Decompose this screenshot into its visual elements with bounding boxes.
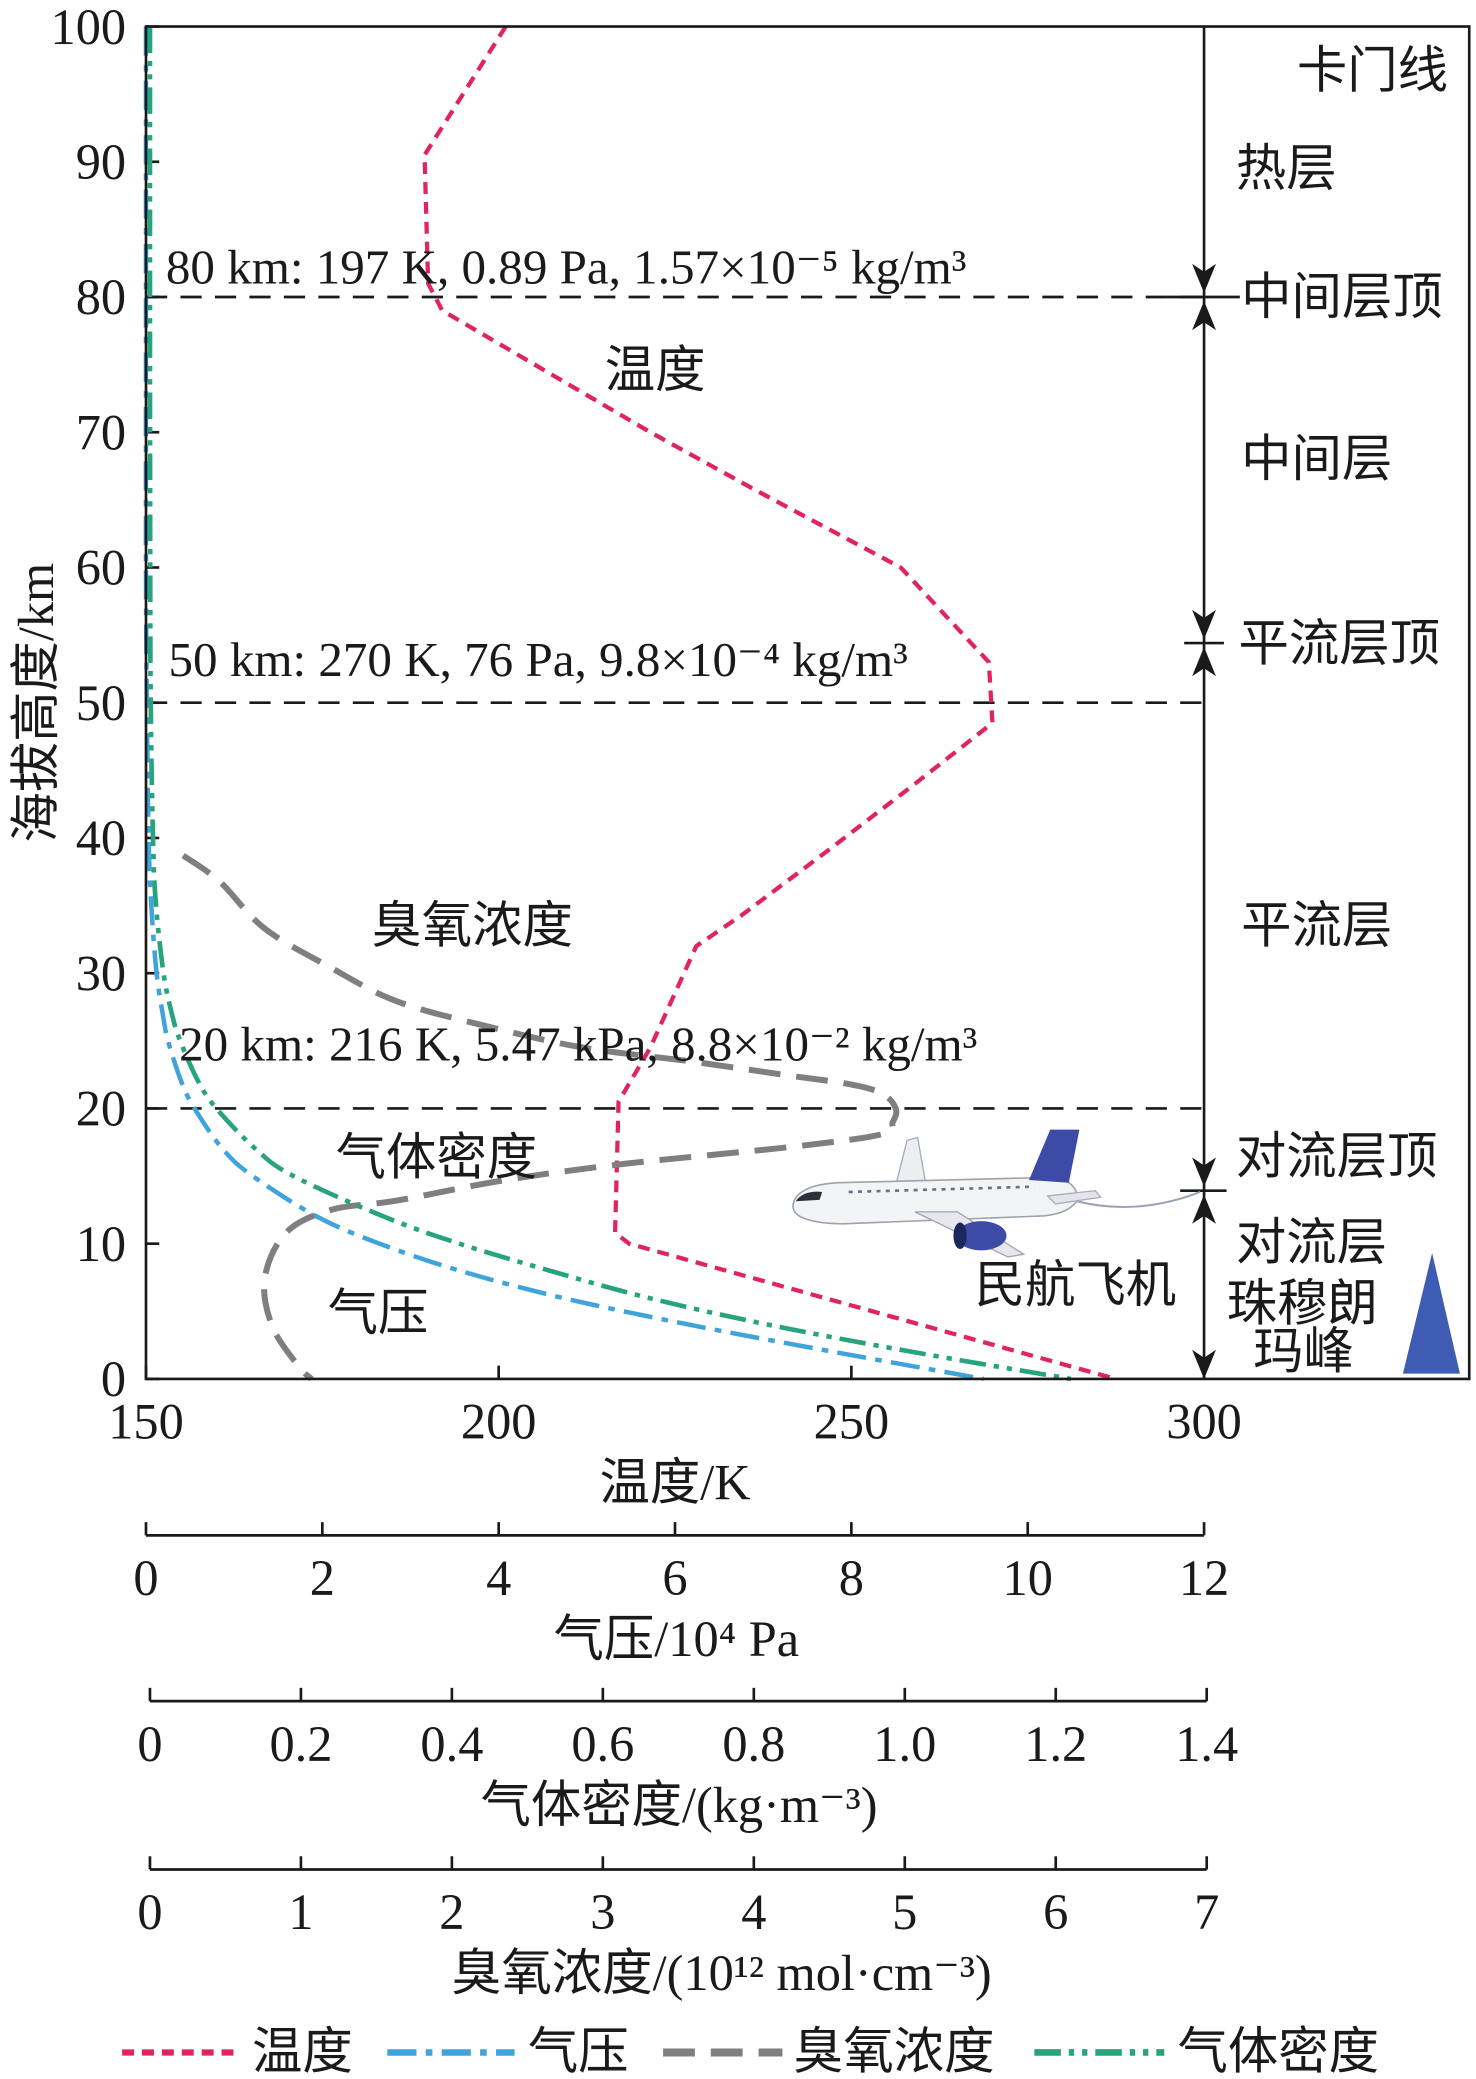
y-tick-label: 0 <box>101 1351 126 1407</box>
aircraft-label: 民航飞机 <box>975 1257 1177 1313</box>
thermosphere-label: 热层 <box>1236 141 1337 197</box>
temperature-curve-label: 温度 <box>605 342 706 398</box>
tropopause-label: 对流层顶 <box>1236 1128 1437 1184</box>
temperature-axis-tick-label: 300 <box>1166 1394 1242 1450</box>
karman-line-label: 卡门线 <box>1297 43 1448 99</box>
legend-label-ozone: 臭氧浓度 <box>793 2023 995 2079</box>
aircraft-icon <box>792 1129 1201 1258</box>
arrow-down-icon <box>1192 1157 1216 1187</box>
ozone-axis-tick-label: 7 <box>1194 1884 1219 1940</box>
arrow-down-icon <box>1192 1349 1216 1379</box>
pressure-axis-tick-label: 0 <box>133 1550 158 1606</box>
density-axis-tick-label: 1.4 <box>1175 1716 1238 1772</box>
ozone-axis-tick-label: 2 <box>439 1884 464 1940</box>
y-tick-label: 30 <box>76 945 126 1001</box>
density-axis-tick-label: 0.2 <box>269 1716 332 1772</box>
density-axis-tick-label: 0 <box>137 1716 162 1772</box>
legend-label-pressure: 气压 <box>528 2023 629 2079</box>
legend-label-temperature: 温度 <box>252 2023 353 2079</box>
temperature-axis-tick-label: 150 <box>108 1394 184 1450</box>
mesopause-label: 中间层顶 <box>1241 269 1442 325</box>
pressure-curve-label: 气压 <box>328 1285 429 1341</box>
pressure-axis-tick-label: 4 <box>486 1550 511 1606</box>
arrow-up-icon <box>1192 1194 1216 1224</box>
annotation-80km: 80 km: 197 K, 0.89 Pa, 1.57×10⁻⁵ kg/m³ <box>166 240 967 295</box>
density-axis-tick-label: 0.8 <box>722 1716 785 1772</box>
troposphere-label: 对流层 <box>1236 1215 1387 1271</box>
y-tick-label: 40 <box>76 810 126 866</box>
ozone-curve <box>181 853 900 1382</box>
ozone-axis-tick-label: 5 <box>892 1884 917 1940</box>
layer-divider <box>1166 26 1240 1379</box>
arrow-up-icon <box>1192 300 1216 331</box>
stratopause-label: 平流层顶 <box>1239 615 1441 671</box>
y-tick-label: 60 <box>76 540 126 596</box>
pressure-axis-tick-label: 6 <box>662 1550 687 1606</box>
pressure-axis-title: 气压/10⁴ Pa <box>554 1611 800 1667</box>
temperature-axis-tick-label: 200 <box>461 1394 537 1450</box>
annotation-20km: 20 km: 216 K, 5.47 kPa, 8.8×10⁻² kg/m³ <box>179 1017 977 1072</box>
ozone-axis-title: 臭氧浓度/(10¹² mol·cm⁻³) <box>451 1945 992 2001</box>
temperature-axis-tick-label: 250 <box>814 1394 890 1450</box>
y-tick-label: 10 <box>76 1216 126 1272</box>
density-axis-tick-label: 0.6 <box>571 1716 634 1772</box>
everest-mountain-icon <box>1402 1252 1460 1374</box>
arrow-down-icon <box>1192 609 1216 640</box>
everest-label-line2: 玛峰 <box>1253 1323 1354 1379</box>
y-tick-label: 70 <box>76 404 126 460</box>
density-axis-tick-label: 1.0 <box>873 1716 936 1772</box>
stratosphere-label: 平流层 <box>1241 898 1392 954</box>
mesosphere-label: 中间层 <box>1241 431 1392 487</box>
ozone-axis-tick-label: 1 <box>288 1884 313 1940</box>
ozone-curve-label: 臭氧浓度 <box>371 898 572 954</box>
legend: 温度 气压 臭氧浓度 气体密度 <box>122 2023 1379 2079</box>
temperature-axis-title: 温度/K <box>599 1455 750 1511</box>
everest-label-line1: 珠穆朗 <box>1227 1276 1378 1332</box>
legend-label-density: 气体密度 <box>1178 2023 1380 2079</box>
density-axis-title: 气体密度/(kg·m⁻³) <box>480 1777 877 1833</box>
ozone-axis-tick-label: 6 <box>1043 1884 1068 1940</box>
y-tick-label: 100 <box>51 0 127 55</box>
y-tick-label: 50 <box>76 675 126 731</box>
temperature-curve <box>422 25 1117 1381</box>
density-axis-tick-label: 1.2 <box>1024 1716 1087 1772</box>
y-tick-label: 20 <box>76 1081 126 1137</box>
pressure-axis-tick-label: 8 <box>839 1550 864 1606</box>
density-axis-tick-label: 0.4 <box>420 1716 483 1772</box>
ozone-axis-tick-label: 3 <box>590 1884 615 1940</box>
density-curve-label: 气体密度 <box>336 1130 538 1186</box>
ozone-axis-tick-label: 4 <box>741 1884 766 1940</box>
arrow-up-icon <box>1192 647 1216 677</box>
pressure-axis-tick-label: 10 <box>1003 1550 1053 1606</box>
y-tick-label: 80 <box>76 269 126 325</box>
density-curve <box>147 26 1072 1382</box>
y-axis-title: 海拔高度/km <box>8 563 64 843</box>
pressure-axis-tick-label: 2 <box>310 1550 335 1606</box>
y-tick-label: 90 <box>76 134 126 190</box>
ozone-axis-tick-label: 0 <box>137 1884 162 1940</box>
arrow-down-icon <box>1192 263 1216 294</box>
pressure-axis-tick-label: 12 <box>1179 1550 1229 1606</box>
annotation-50km: 50 km: 270 K, 76 Pa, 9.8×10⁻⁴ kg/m³ <box>169 632 908 687</box>
plot-frame <box>144 25 1471 1381</box>
